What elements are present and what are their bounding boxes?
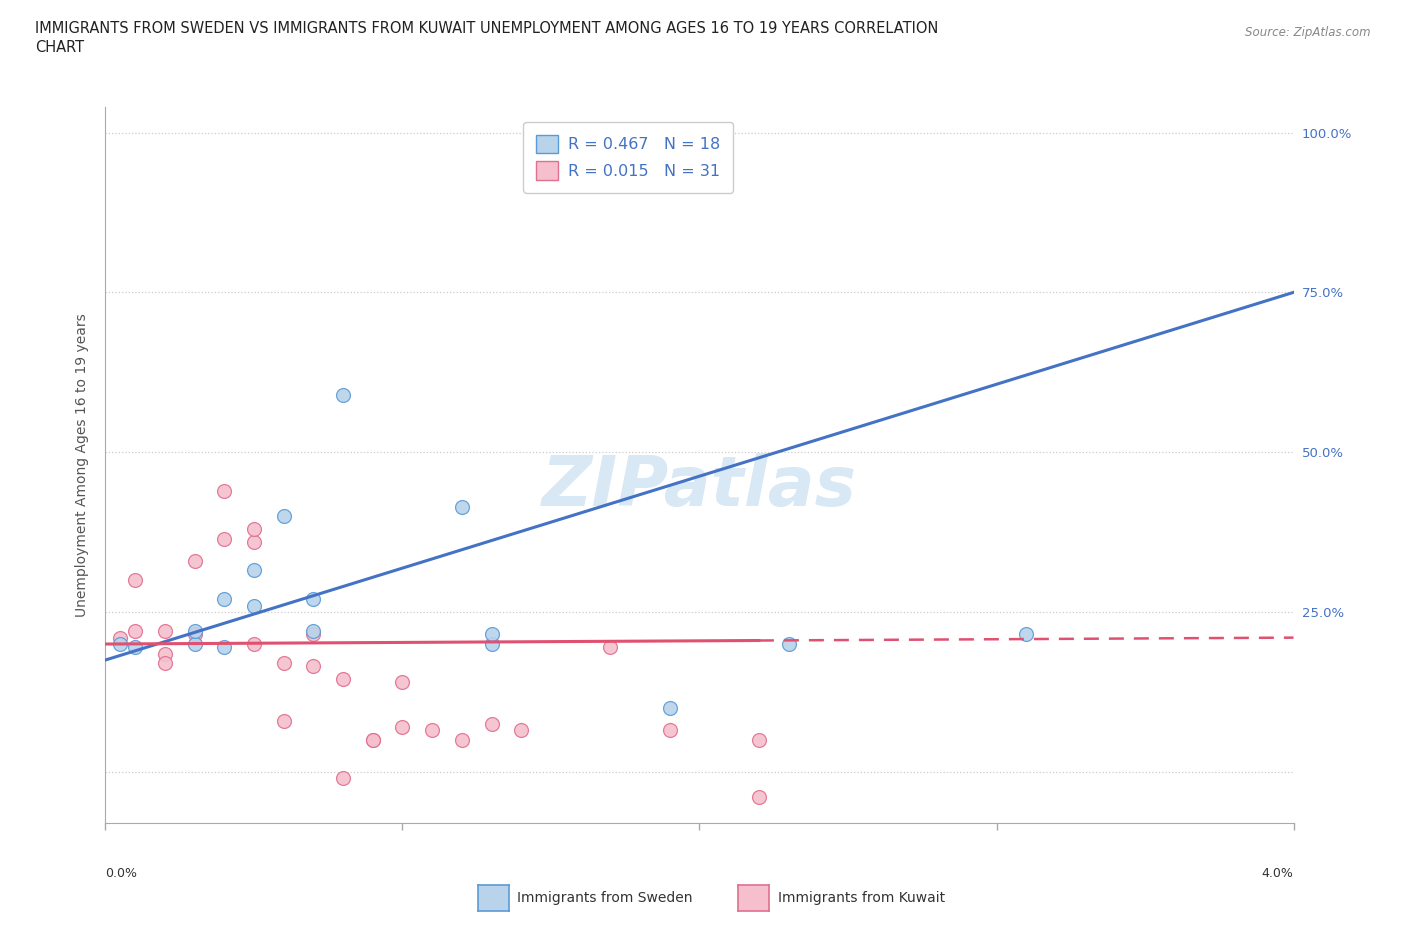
Text: IMMIGRANTS FROM SWEDEN VS IMMIGRANTS FROM KUWAIT UNEMPLOYMENT AMONG AGES 16 TO 1: IMMIGRANTS FROM SWEDEN VS IMMIGRANTS FRO… [35,21,939,36]
Point [510,723,533,737]
Point [124,640,146,655]
Point [361,733,384,748]
Point [658,723,681,737]
Point [273,656,295,671]
Point [243,637,266,652]
Point [183,627,205,642]
Point [214,484,236,498]
Point [302,624,325,639]
Point [391,720,413,735]
Point [183,637,205,652]
Point [153,646,176,661]
Point [273,509,295,524]
Point [420,723,443,737]
Point [243,563,266,578]
Point [243,598,266,613]
Point [302,627,325,642]
Text: CHART: CHART [35,40,84,55]
Point [332,671,354,686]
Point [302,659,325,674]
Legend: R = 0.467   N = 18, R = 0.015   N = 31: R = 0.467 N = 18, R = 0.015 N = 31 [523,122,733,193]
Point [481,637,503,652]
Point [481,627,503,642]
Point [243,535,266,550]
Point [183,553,205,568]
Point [302,591,325,606]
Text: Source: ZipAtlas.com: Source: ZipAtlas.com [1246,26,1371,39]
Point [748,790,770,805]
Point [450,733,472,748]
Point [599,640,621,655]
Text: Immigrants from Kuwait: Immigrants from Kuwait [778,891,945,906]
Text: ZIPatlas: ZIPatlas [541,453,858,520]
Point [153,656,176,671]
Point [332,771,354,786]
Point [214,591,236,606]
Point [778,637,800,652]
Y-axis label: Unemployment Among Ages 16 to 19 years: Unemployment Among Ages 16 to 19 years [76,313,90,617]
Point [450,499,472,514]
Point [273,713,295,728]
Point [214,640,236,655]
Point [748,733,770,748]
Point [124,624,146,639]
Point [658,700,681,715]
Point [1015,627,1038,642]
Point [332,387,354,402]
Point [214,531,236,546]
Point [153,624,176,639]
Point [183,624,205,639]
Point [391,675,413,690]
Point [110,637,132,652]
Point [243,522,266,537]
Text: 4.0%: 4.0% [1261,867,1294,880]
Point [361,733,384,748]
Point [481,716,503,731]
Point [110,631,132,645]
Text: 0.0%: 0.0% [105,867,138,880]
Point [124,573,146,588]
Text: Immigrants from Sweden: Immigrants from Sweden [517,891,693,906]
